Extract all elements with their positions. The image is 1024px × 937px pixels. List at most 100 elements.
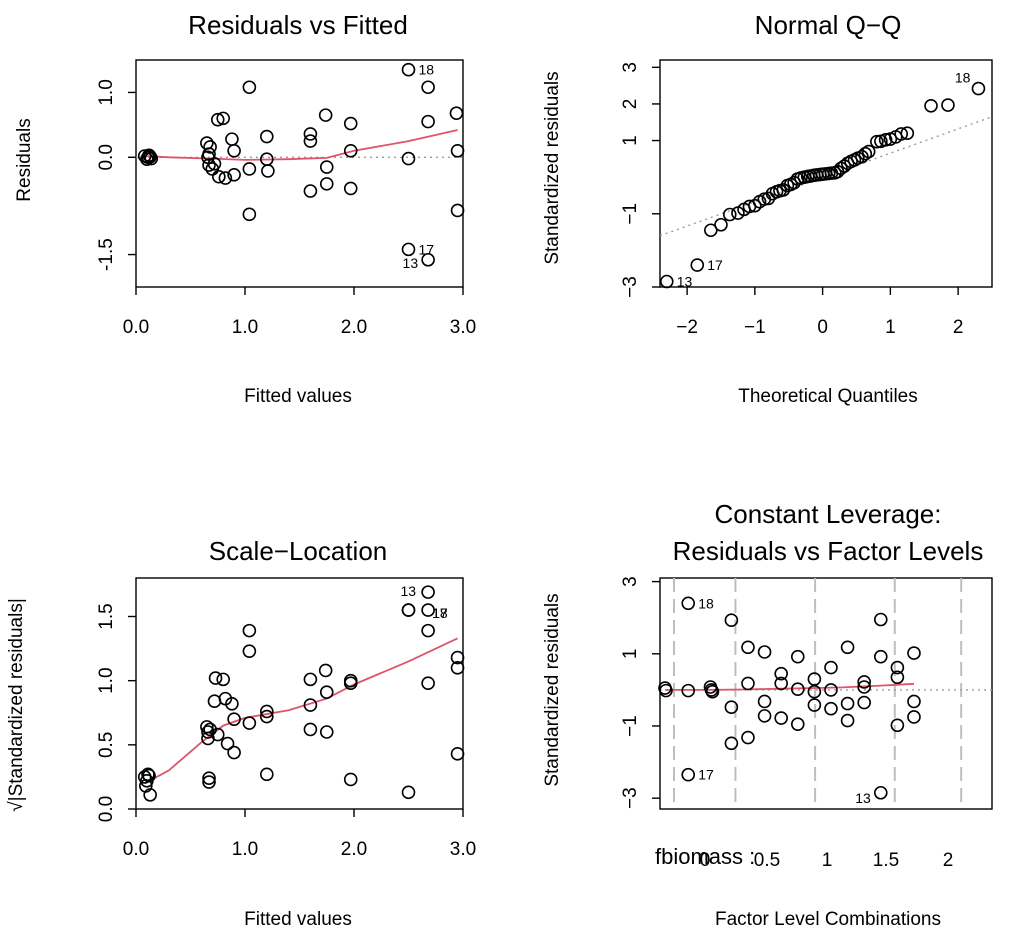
point-label: 18 — [432, 605, 448, 621]
data-point — [870, 134, 884, 149]
point-label: 13 — [855, 790, 871, 806]
x-tick-label: 1.0 — [232, 839, 258, 860]
data-point — [690, 258, 705, 272]
data-point — [741, 640, 755, 655]
data-point — [227, 745, 241, 760]
data-point — [318, 108, 333, 122]
y-axis-label: Standardized residuals — [542, 593, 563, 786]
residuals-vs-factor-levels-panel: Constant Leverage: Residuals vs Factor L… — [542, 499, 993, 930]
point-label: 17 — [419, 241, 435, 257]
factor-level-label: 1.5 — [873, 850, 899, 871]
point-label: 17 — [707, 257, 723, 273]
data-point — [907, 710, 921, 724]
smoothed-trend-line — [144, 637, 458, 785]
data-point — [207, 156, 222, 171]
data-point — [748, 198, 762, 213]
x-tick-label: 0.0 — [123, 317, 149, 338]
data-point — [212, 169, 226, 184]
data-point — [807, 684, 822, 699]
data-point — [824, 701, 838, 716]
data-point — [319, 725, 334, 739]
data-point — [741, 730, 755, 745]
data-point — [200, 136, 214, 150]
data-point — [971, 81, 986, 96]
data-point — [790, 649, 805, 664]
data-point — [941, 98, 955, 112]
data-point — [857, 695, 871, 710]
data-point — [227, 144, 241, 158]
data-point — [421, 623, 435, 638]
data-point — [840, 713, 855, 728]
data-point — [401, 785, 416, 800]
data-point — [840, 640, 855, 655]
data-point — [208, 671, 223, 685]
data-point — [303, 672, 318, 687]
panel-title: Normal Q−Q — [755, 10, 902, 40]
data-point — [890, 718, 905, 733]
data-point — [421, 114, 435, 129]
y-tick-label: 1.5 — [96, 603, 117, 629]
data-point — [824, 660, 838, 675]
data-point — [757, 645, 772, 659]
y-tick-label: 1.0 — [96, 79, 117, 105]
plot-frame — [135, 577, 464, 810]
x-tick-label: 1 — [885, 317, 896, 338]
scale-location-panel: Scale−Location Fitted values √|Standardi… — [6, 536, 476, 930]
data-point — [659, 274, 674, 289]
factor-level-label: 2 — [943, 850, 954, 871]
data-point — [218, 171, 233, 185]
data-point — [319, 160, 334, 174]
data-point — [303, 127, 318, 141]
data-point — [907, 646, 921, 660]
data-point — [303, 134, 318, 148]
data-point — [790, 717, 805, 731]
data-point — [724, 613, 739, 628]
data-point — [343, 772, 358, 787]
data-point — [143, 788, 157, 802]
data-point — [141, 767, 155, 782]
data-point — [757, 709, 772, 723]
plot-frame — [659, 59, 993, 288]
data-point — [890, 670, 905, 685]
data-point — [724, 700, 739, 715]
y-axis-label: Residuals — [14, 118, 35, 201]
data-point — [401, 242, 416, 257]
data-point — [894, 127, 909, 141]
data-point — [450, 203, 465, 218]
data-point — [142, 768, 156, 783]
data-point — [242, 80, 257, 95]
data-point — [890, 660, 905, 675]
y-tick-label: −1 — [620, 715, 641, 737]
data-point — [202, 158, 216, 172]
data-point — [242, 716, 257, 730]
data-point — [705, 684, 720, 699]
y-tick-label: −3 — [620, 276, 641, 298]
data-point — [220, 736, 235, 751]
point-label: 13 — [401, 583, 417, 599]
x-axis-label: Factor Level Combinations — [715, 909, 941, 930]
data-point — [787, 175, 801, 190]
y-tick-label: −3 — [620, 787, 641, 809]
data-point — [724, 736, 739, 751]
factor-level-label: 0 — [700, 850, 711, 871]
data-point — [319, 177, 334, 191]
y-axis-label: Standardized residuals — [542, 71, 563, 264]
data-point — [242, 207, 257, 222]
point-label: 13 — [403, 255, 419, 271]
data-point — [861, 144, 876, 159]
data-point — [259, 129, 274, 144]
x-tick-label: 2.0 — [341, 839, 367, 860]
data-point — [873, 785, 888, 800]
y-tick-label: 1.0 — [96, 667, 117, 693]
data-point — [840, 696, 855, 711]
y-tick-label: −1 — [620, 203, 641, 225]
data-point — [202, 775, 216, 789]
data-point — [681, 767, 696, 782]
data-point — [834, 161, 848, 176]
y-tick-label: -1.5 — [96, 238, 117, 271]
data-point — [761, 191, 776, 206]
data-point — [722, 207, 737, 222]
data-point — [757, 694, 772, 709]
data-point — [421, 676, 435, 691]
data-point — [207, 694, 222, 709]
